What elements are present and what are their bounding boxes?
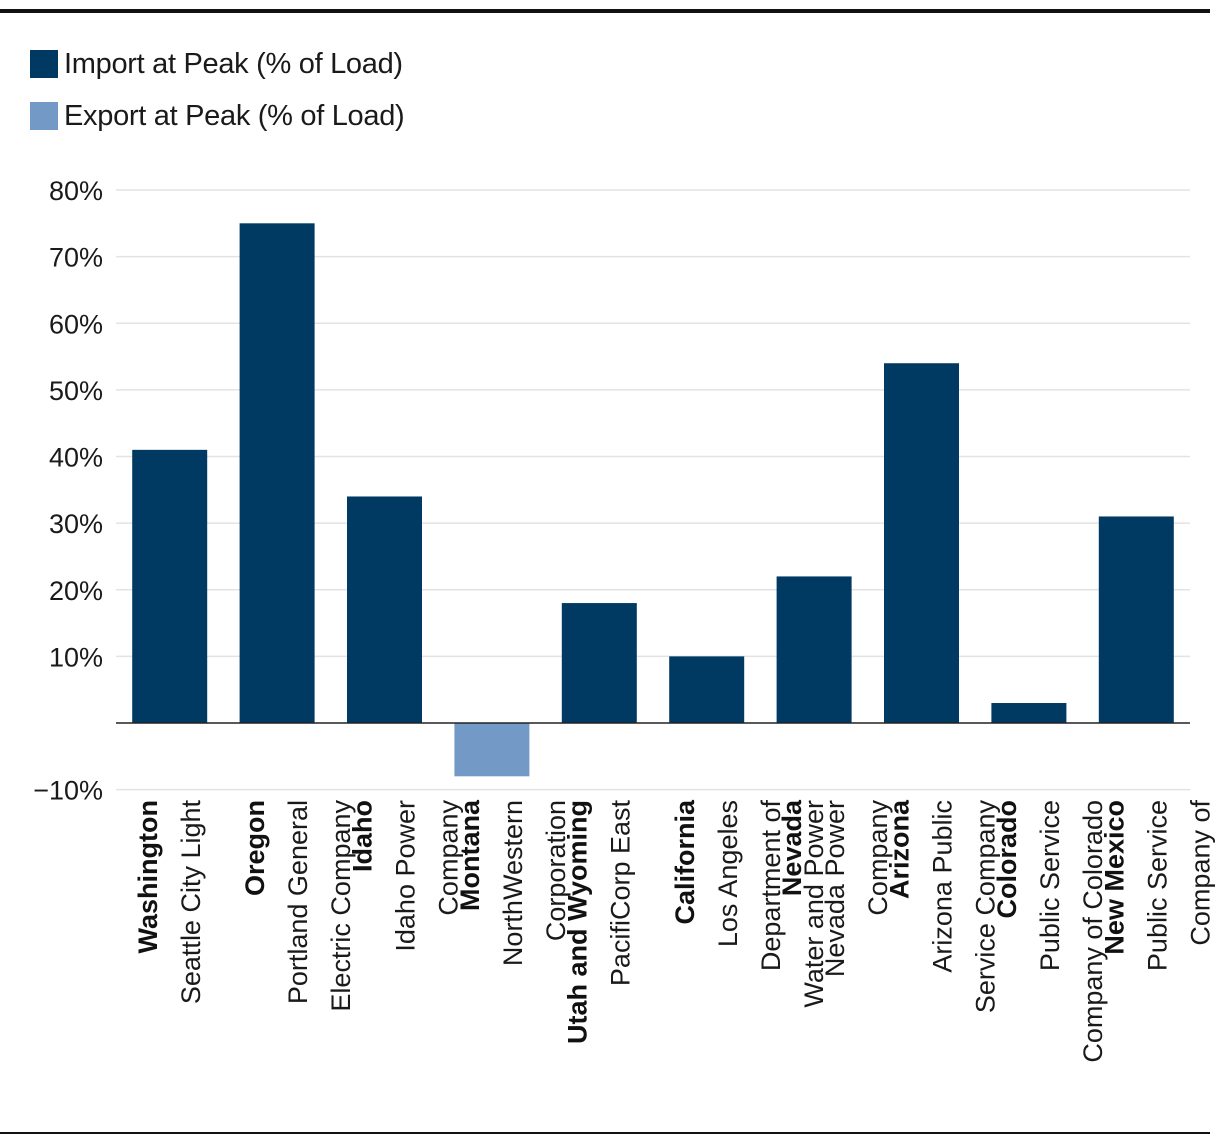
top-rule bbox=[0, 9, 1210, 13]
bar bbox=[239, 223, 315, 723]
x-group-label: Montana bbox=[455, 799, 485, 911]
x-category-label: PacifiCorp East bbox=[605, 800, 635, 987]
y-tick-label: 40% bbox=[49, 443, 103, 473]
legend-item-export: Export at Peak (% of Load) bbox=[30, 90, 405, 142]
y-tick-label: 10% bbox=[49, 642, 103, 672]
y-tick-label: 60% bbox=[49, 309, 103, 339]
y-tick-label: −10% bbox=[33, 776, 103, 806]
x-category-label: Nevada Power bbox=[820, 800, 850, 977]
legend-swatch-export bbox=[30, 102, 58, 130]
legend-swatch-import bbox=[30, 50, 58, 78]
bar bbox=[347, 496, 422, 723]
x-category-label: Public Service bbox=[1142, 800, 1172, 971]
bar bbox=[776, 576, 852, 723]
x-category-label: Company bbox=[863, 800, 893, 916]
legend: Import at Peak (% of Load) Export at Pea… bbox=[30, 38, 405, 142]
y-tick-label: 70% bbox=[49, 243, 103, 273]
x-category-label: Company of Colorado bbox=[1078, 800, 1108, 1063]
x-category-label: Service Company bbox=[971, 800, 1001, 1014]
x-category-label: Portland General bbox=[283, 800, 313, 1004]
x-group-label: Utah and Wyoming bbox=[562, 800, 592, 1044]
x-category-label: Company bbox=[434, 800, 464, 916]
x-category-label: Water and Power bbox=[799, 800, 829, 1008]
x-category-label: Electric Company bbox=[326, 800, 356, 1012]
bar bbox=[561, 603, 637, 723]
bar bbox=[454, 723, 530, 777]
y-tick-label: 20% bbox=[49, 576, 103, 606]
x-group-label: Washington bbox=[133, 800, 163, 953]
y-tick-label: 50% bbox=[49, 376, 103, 406]
x-group-label: Arizona bbox=[885, 799, 915, 899]
x-category-label: Los Angeles bbox=[713, 800, 743, 947]
legend-label-import: Import at Peak (% of Load) bbox=[64, 47, 403, 80]
x-category-label: Department of bbox=[756, 800, 786, 972]
bar bbox=[669, 656, 745, 723]
bar bbox=[991, 703, 1067, 723]
x-category-label: Company of bbox=[1185, 800, 1215, 946]
x-category-label: Public Service bbox=[1035, 800, 1065, 971]
x-group-label: New Mexico bbox=[1099, 800, 1129, 955]
legend-label-export: Export at Peak (% of Load) bbox=[64, 99, 405, 132]
x-category-label: Arizona Public bbox=[928, 800, 958, 973]
x-group-label: Idaho bbox=[348, 800, 378, 872]
bar bbox=[1098, 516, 1174, 723]
x-category-label: NorthWestern bbox=[498, 800, 528, 966]
x-category-label: Seattle City Light bbox=[176, 800, 206, 1005]
y-tick-label: 30% bbox=[49, 509, 103, 539]
bar bbox=[884, 363, 959, 723]
x-group-label: Oregon bbox=[240, 800, 270, 896]
bar bbox=[132, 449, 208, 723]
x-group-label: Colorado bbox=[992, 800, 1022, 919]
legend-item-import: Import at Peak (% of Load) bbox=[30, 38, 404, 90]
y-tick-label: 80% bbox=[49, 176, 103, 206]
x-group-label: California bbox=[670, 799, 700, 925]
x-group-label: Nevada bbox=[777, 799, 807, 896]
bottom-rule bbox=[0, 1132, 1210, 1134]
x-category-label: Idaho Power bbox=[391, 800, 421, 952]
x-category-label: Corporation bbox=[541, 800, 571, 941]
